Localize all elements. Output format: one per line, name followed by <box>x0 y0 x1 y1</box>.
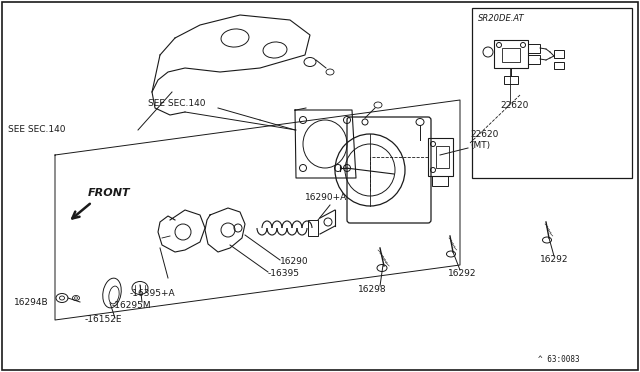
Text: ^ 63:0083: ^ 63:0083 <box>538 355 580 364</box>
Text: 16290: 16290 <box>280 257 308 266</box>
Text: -16395+A: -16395+A <box>130 289 175 298</box>
Text: 16290+A: 16290+A <box>305 193 348 202</box>
Text: 16298: 16298 <box>358 285 387 294</box>
Bar <box>528 44 540 53</box>
Bar <box>502 48 520 62</box>
Bar <box>308 220 318 236</box>
Text: -16295M: -16295M <box>112 301 152 310</box>
Text: SEE SEC.140: SEE SEC.140 <box>8 125 65 134</box>
Text: 16292: 16292 <box>540 255 568 264</box>
Text: 16294B: 16294B <box>14 298 49 307</box>
Text: 16292: 16292 <box>448 269 477 278</box>
Bar <box>528 55 540 64</box>
Bar <box>554 50 564 58</box>
Bar <box>504 76 518 84</box>
Bar <box>554 62 564 69</box>
Text: 22620: 22620 <box>500 101 529 110</box>
Bar <box>436 146 449 168</box>
Bar <box>472 8 632 178</box>
Text: SEE SEC.140: SEE SEC.140 <box>148 99 205 108</box>
Bar <box>494 40 528 68</box>
Text: SR20DE.AT: SR20DE.AT <box>478 14 525 23</box>
Text: 22620
(MT): 22620 (MT) <box>470 130 499 150</box>
Text: FRONT: FRONT <box>88 188 131 198</box>
Bar <box>428 138 453 176</box>
Text: -16395: -16395 <box>268 269 300 278</box>
Bar <box>432 176 448 186</box>
Text: -16152E: -16152E <box>85 315 122 324</box>
